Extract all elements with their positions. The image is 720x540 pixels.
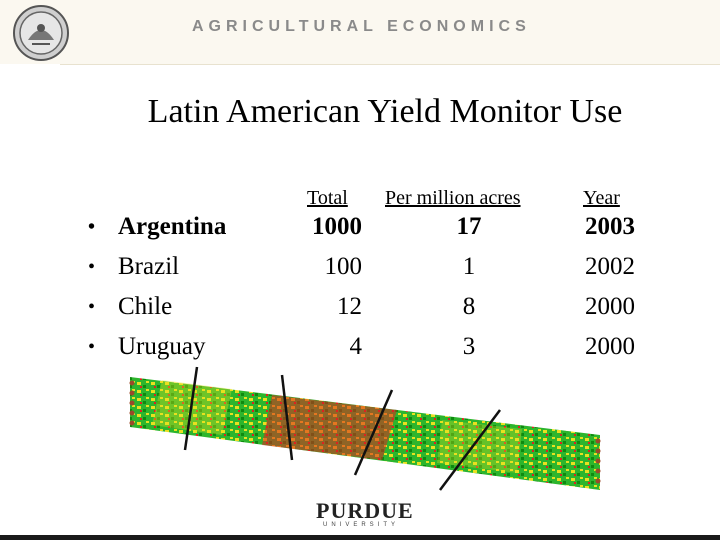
total-value: 4	[349, 333, 363, 360]
country-name: Brazil	[118, 253, 180, 280]
purdue-logo-subtitle: UNIVERSITY	[322, 522, 399, 528]
bullet-icon: •	[88, 216, 96, 238]
total-column: 1000 100 12 4	[300, 207, 362, 367]
purdue-logo: PURDUE UNIVERSITY	[316, 498, 414, 528]
bullet-icon: •	[88, 296, 96, 318]
year-value: 2000	[585, 333, 635, 360]
list-item: • Brazil	[88, 247, 226, 287]
list-item: • Uruguay	[88, 327, 226, 367]
country-name: Uruguay	[118, 333, 206, 360]
per-million-value: 17	[456, 213, 482, 240]
column-header-per-million-acres: Per million acres	[385, 187, 521, 209]
purdue-logo-word: PURDUE	[316, 498, 414, 523]
year-value: 2003	[585, 213, 635, 240]
total-value: 1000	[312, 213, 362, 240]
footer-bar	[0, 535, 720, 540]
bullet-icon: •	[88, 336, 96, 358]
header-band	[0, 0, 720, 64]
header-divider	[60, 64, 720, 65]
total-value: 100	[324, 253, 363, 280]
country-name: Argentina	[118, 213, 227, 240]
per-million-value: 1	[462, 253, 476, 280]
yield-map-image	[129, 366, 601, 491]
year-column: 2003 2002 2000 2000	[585, 207, 645, 367]
per-million-value: 3	[462, 333, 476, 360]
slide-title: Latin American Yield Monitor Use	[147, 93, 623, 130]
per-million-value: 8	[462, 293, 476, 320]
list-item: • Argentina	[88, 207, 226, 247]
year-value: 2000	[585, 293, 635, 320]
total-value: 12	[337, 293, 362, 320]
per-million-acres-column: 17 1 8 3	[440, 207, 498, 367]
department-brand: AGRICULTURAL ECONOMICS	[192, 18, 531, 35]
country-name: Chile	[118, 293, 173, 320]
column-header-year: Year	[583, 187, 620, 209]
bullet-icon: •	[88, 256, 96, 278]
university-seal-icon	[13, 5, 69, 61]
list-item: • Chile	[88, 287, 226, 327]
country-list: • Argentina • Brazil • Chile • Uruguay	[88, 207, 226, 367]
column-header-total: Total	[307, 187, 348, 209]
year-value: 2002	[585, 253, 635, 280]
